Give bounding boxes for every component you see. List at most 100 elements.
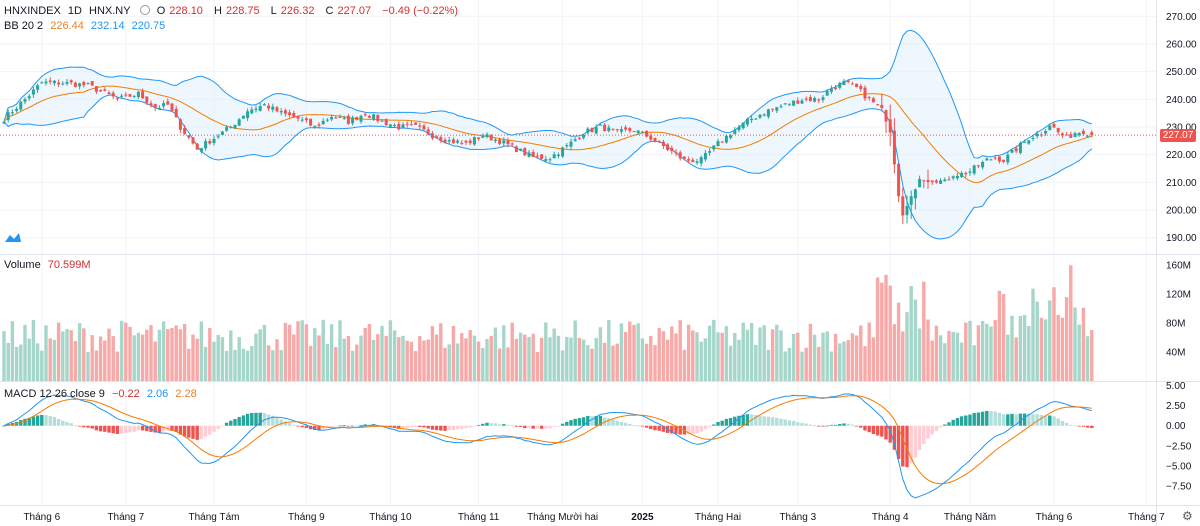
macd-hist-bar [329,425,334,427]
volume-bar [258,329,262,381]
candle-body [481,136,485,138]
volume-bar [527,336,531,381]
volume-bar [800,351,804,381]
macd-hist-bar [212,425,216,432]
bb-upper-value: 232.14 [90,20,125,32]
volume-bar [224,350,229,381]
candle-body [367,115,371,118]
candle-body [741,122,745,129]
macd-hist-bar [611,419,615,426]
candle-body [250,109,254,114]
volume-bar [346,335,351,381]
volume-tick-label: 160M [1166,261,1191,272]
macd-hist-bar [170,425,174,431]
candle-body [804,98,808,100]
volume-bar [552,328,556,381]
volume-legend[interactable]: Volume 70.599M [4,258,95,272]
volume-bar [401,335,405,381]
macd-hist-bar [174,425,178,433]
bb-legend[interactable]: BB 20 2 226.44 232.14 220.75 [4,19,169,33]
signal-line [3,395,1092,485]
volume-bar [451,325,456,381]
candle-body [334,117,338,119]
macd-hist-bar [40,414,44,426]
candle-body [430,133,434,139]
macd-hist-bar [98,425,103,432]
candle-body [918,179,922,188]
candle [653,137,657,143]
volume-bar [682,349,687,381]
macd-hist-bar [628,424,632,426]
candle-body [661,141,665,147]
macd-hist-bar [418,425,422,427]
candle [296,115,300,122]
volume-bar [241,348,246,381]
volume-bar [10,321,15,381]
candle [850,81,854,85]
tradingview-logo-icon[interactable] [4,231,22,243]
candle [422,123,426,131]
symbol-name[interactable]: HNXINDEX [4,5,61,17]
macd-hist-bar [115,425,120,434]
candle-body [540,154,544,159]
volume-bar [65,328,69,381]
macd-hist-bar [972,413,976,426]
candle [733,127,737,135]
macd-hist-bar [838,424,842,426]
macd-tick-label: −7.50 [1166,481,1192,492]
candle [1090,130,1094,138]
volume-bar [838,343,842,381]
macd-hist-bar [800,422,804,426]
volume-bar [905,312,909,381]
volume-bar [338,320,342,381]
macd-hist-bar [430,425,435,430]
candle [1077,132,1081,137]
macd-legend[interactable]: MACD 12 26 close 9 −0.22 2.06 2.28 [4,387,201,401]
time-tick-label: Tháng Tám [189,512,240,523]
bollinger-band-lines [3,29,1093,240]
candle [611,128,615,132]
candle-body [586,128,590,133]
candle-body [939,180,943,184]
macd-hist-bar [846,423,850,426]
candle-body [1052,123,1056,128]
macd-hist-bar [590,416,594,426]
candle [435,135,439,139]
volume-bar [94,350,99,381]
candle [561,146,565,158]
candle [376,114,380,124]
candle [535,152,539,159]
macd-tick-label: −5.00 [1166,461,1192,472]
volume-bar [44,325,48,381]
macd-hist-bar [544,425,548,429]
candle-body [611,128,615,130]
volume-bar [371,339,376,381]
candle-body [783,103,787,105]
macd-hist-bar [548,425,552,429]
volume-bar [817,346,821,381]
candle [472,136,476,146]
candle [262,102,266,106]
candle-body [871,98,875,103]
candle-body [23,99,27,102]
settings-gear-icon[interactable]: ⚙ [1182,509,1193,523]
candle-body [115,98,119,100]
macd-hist-bar [1064,422,1069,426]
candle [556,152,560,159]
candle-body [724,135,728,143]
candle-body [216,136,220,138]
candle-body [750,118,754,121]
candle [493,138,497,144]
candle [90,81,94,87]
interval[interactable]: 1D [67,5,82,17]
candle-body [737,126,741,131]
macd-hist-bar [863,425,867,431]
macd-axis: 5.00 2.50 0.00 −2.50 −5.00 −7.50 [1166,381,1192,492]
candle [640,130,644,134]
candle-body [762,114,766,116]
volume-bar [901,331,905,381]
candle [241,115,245,119]
macd-hist-bar [901,425,905,467]
macd-hist-bar [48,416,52,426]
